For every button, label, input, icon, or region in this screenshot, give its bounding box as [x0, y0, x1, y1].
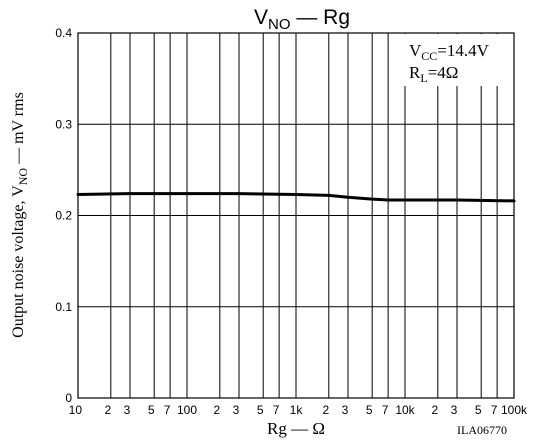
- annotation-rl: RL=4Ω: [409, 63, 458, 85]
- x-tick-label: 10: [69, 403, 83, 417]
- x-tick-label-minor: 7: [491, 403, 498, 417]
- x-tick-label-minor: 7: [273, 403, 280, 417]
- y-tick-label: 0.1: [55, 300, 72, 314]
- x-tick-label-minor: 3: [233, 403, 240, 417]
- horizontal-grid: [78, 123, 514, 308]
- annotation-vcc: VCC=14.4V: [409, 41, 490, 63]
- figure-code: ILA06770: [457, 423, 507, 437]
- x-tick-label-minor: 7: [382, 403, 389, 417]
- chart-title: VNO — Rg: [254, 6, 350, 33]
- x-tick-label-minor: 2: [322, 403, 329, 417]
- x-tick-label-minor: 2: [104, 403, 111, 417]
- x-tick-label: 1k: [290, 403, 304, 417]
- chart-title-sub: NO: [268, 16, 291, 33]
- x-tick-label-minor: 3: [124, 403, 131, 417]
- y-tick-label: 0.4: [55, 26, 72, 40]
- x-tick-label-minor: 5: [257, 403, 264, 417]
- x-tick-label: 10k: [395, 403, 415, 417]
- x-tick-label-minor: 5: [475, 403, 482, 417]
- plot-frame: [77, 32, 515, 399]
- x-tick-label-minor: 7: [164, 403, 171, 417]
- y-tick-label: 0.2: [55, 209, 72, 223]
- x-tick-label-minor: 3: [342, 403, 349, 417]
- series-line-vno: [76, 192, 516, 203]
- x-tick-label-minor: 5: [148, 403, 155, 417]
- y-axis-label: Output noise voltage, VNO — mV rms: [10, 92, 30, 338]
- x-tick-label-minor: 2: [213, 403, 220, 417]
- y-tick-label: 0: [65, 391, 72, 405]
- annotation-box: [403, 34, 513, 86]
- x-tick-label-minor: 2: [431, 403, 438, 417]
- x-tick-label-minor: 3: [451, 403, 458, 417]
- x-tick-label-minor: 5: [366, 403, 373, 417]
- chart-title-main: V: [254, 6, 268, 29]
- y-tick-label: 0.3: [55, 117, 72, 131]
- y-tick-labels: 0 0.1 0.2 0.3 0.4: [55, 26, 72, 405]
- x-tick-label: 100k: [501, 403, 528, 417]
- x-axis-label: Rg — Ω: [267, 419, 325, 438]
- chart-title-rest: — Rg: [291, 6, 351, 29]
- x-tick-label: 100: [177, 403, 197, 417]
